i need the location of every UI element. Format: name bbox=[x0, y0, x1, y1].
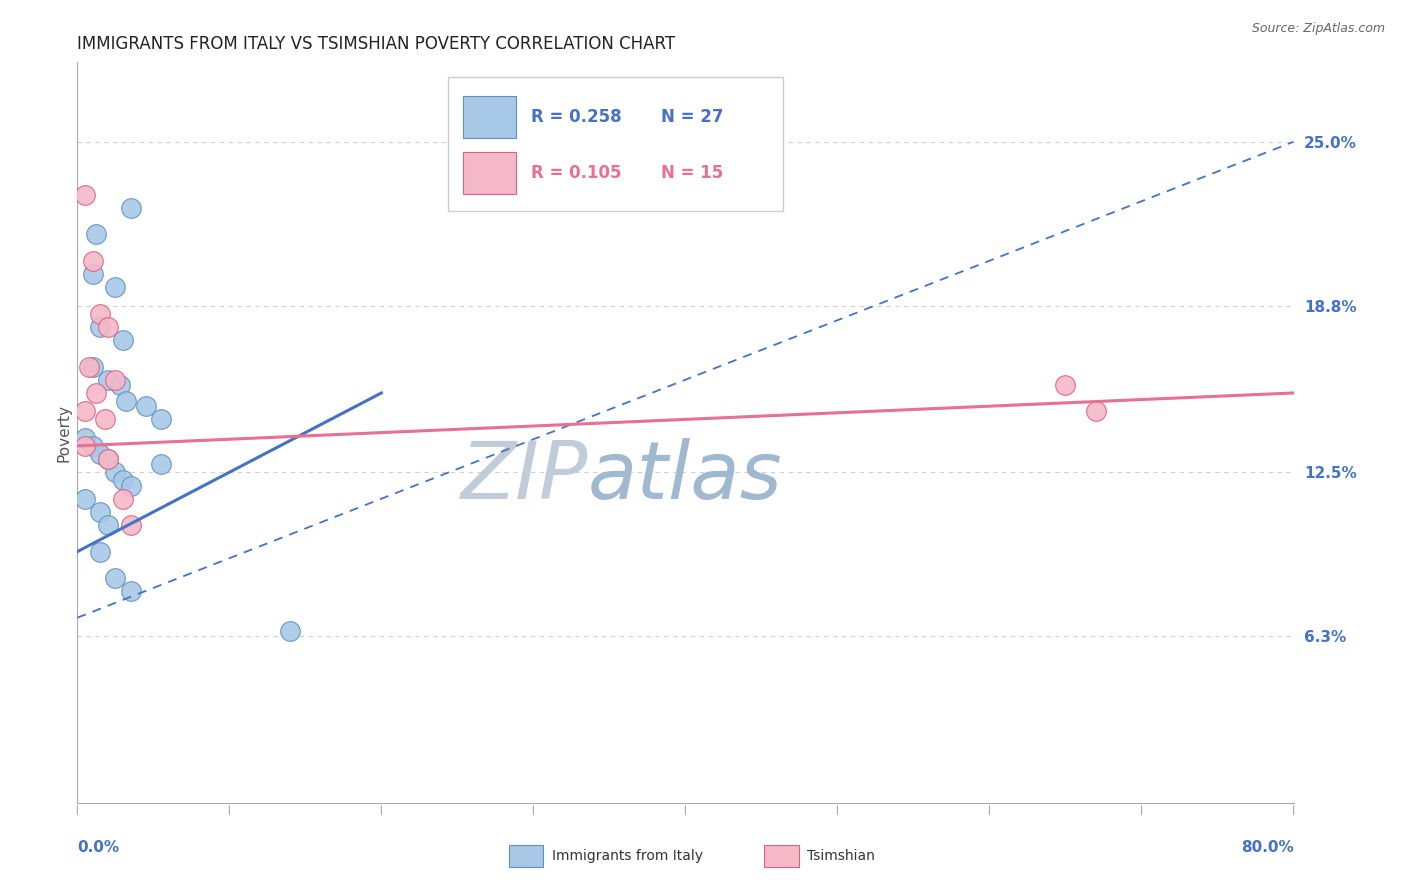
Point bbox=[104, 280, 127, 294]
Point bbox=[82, 439, 104, 453]
Text: atlas: atlas bbox=[588, 438, 783, 516]
Text: 0.0%: 0.0% bbox=[77, 840, 120, 855]
Text: Source: ZipAtlas.com: Source: ZipAtlas.com bbox=[1251, 22, 1385, 36]
Text: R = 0.105: R = 0.105 bbox=[531, 164, 621, 182]
Bar bbox=[765, 845, 799, 867]
Text: N = 15: N = 15 bbox=[661, 164, 723, 182]
Text: N = 27: N = 27 bbox=[661, 108, 724, 127]
Point bbox=[149, 458, 172, 472]
Point bbox=[89, 307, 111, 321]
Point bbox=[108, 378, 131, 392]
Point bbox=[104, 373, 127, 387]
Point bbox=[97, 452, 120, 467]
Text: ZIP: ZIP bbox=[461, 438, 588, 516]
Point bbox=[89, 319, 111, 334]
Text: Tsimshian: Tsimshian bbox=[807, 849, 875, 863]
Point bbox=[93, 412, 115, 426]
Point bbox=[73, 404, 96, 418]
Bar bbox=[463, 153, 516, 194]
Text: 80.0%: 80.0% bbox=[1240, 840, 1294, 855]
Point bbox=[1054, 378, 1077, 392]
Bar bbox=[463, 96, 516, 138]
Point bbox=[82, 267, 104, 281]
Point bbox=[97, 518, 120, 533]
Point bbox=[104, 465, 127, 479]
Point bbox=[73, 439, 96, 453]
Point bbox=[278, 624, 301, 638]
Text: R = 0.258: R = 0.258 bbox=[531, 108, 621, 127]
Bar bbox=[509, 845, 543, 867]
Point bbox=[97, 452, 120, 467]
Point bbox=[149, 412, 172, 426]
Point bbox=[82, 253, 104, 268]
Point bbox=[1084, 404, 1107, 418]
FancyBboxPatch shape bbox=[449, 78, 783, 211]
Text: IMMIGRANTS FROM ITALY VS TSIMSHIAN POVERTY CORRELATION CHART: IMMIGRANTS FROM ITALY VS TSIMSHIAN POVER… bbox=[77, 35, 675, 53]
Text: Immigrants from Italy: Immigrants from Italy bbox=[551, 849, 703, 863]
Point bbox=[120, 478, 142, 492]
Y-axis label: Poverty: Poverty bbox=[56, 403, 72, 462]
Point bbox=[73, 431, 96, 445]
Point bbox=[111, 473, 134, 487]
Point bbox=[111, 333, 134, 347]
Point bbox=[84, 386, 107, 401]
Point bbox=[120, 518, 142, 533]
Point bbox=[97, 373, 120, 387]
Point bbox=[84, 227, 107, 242]
Point bbox=[89, 505, 111, 519]
Point bbox=[89, 544, 111, 558]
Point bbox=[120, 584, 142, 599]
Point bbox=[120, 201, 142, 215]
Point bbox=[97, 319, 120, 334]
Point bbox=[104, 571, 127, 585]
Point bbox=[79, 359, 101, 374]
Point bbox=[73, 491, 96, 506]
Point bbox=[111, 491, 134, 506]
Point bbox=[115, 393, 138, 408]
Point bbox=[89, 447, 111, 461]
Point bbox=[73, 187, 96, 202]
Point bbox=[135, 399, 157, 413]
Point bbox=[82, 359, 104, 374]
